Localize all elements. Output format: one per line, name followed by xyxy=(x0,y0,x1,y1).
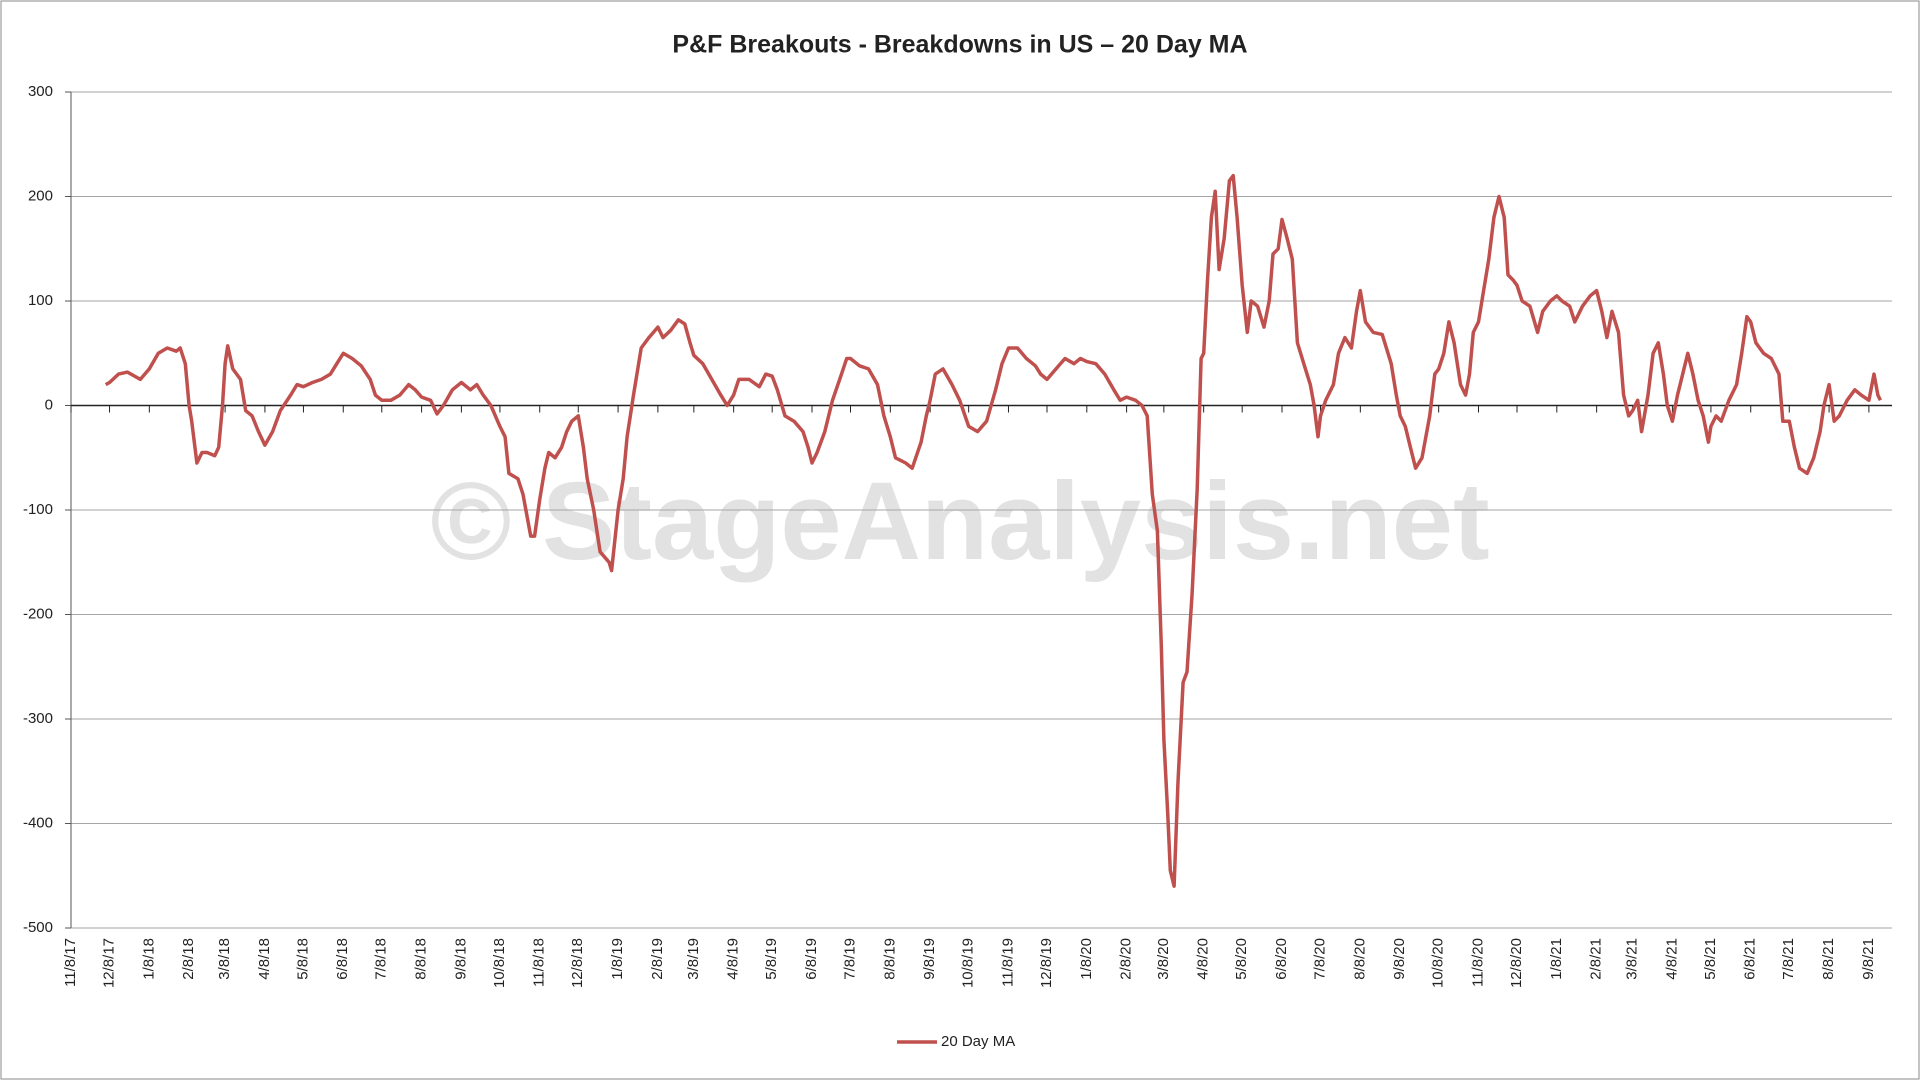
x-tick-label: 12/8/20 xyxy=(1508,938,1525,988)
legend-label: 20 Day MA xyxy=(941,1033,1015,1050)
x-tick-label: 2/8/20 xyxy=(1118,938,1135,980)
x-tick-label: 9/8/20 xyxy=(1391,938,1408,980)
y-tick-label: -200 xyxy=(23,605,53,622)
x-tick-label: 7/8/19 xyxy=(841,938,858,980)
x-tick-label: 9/8/18 xyxy=(452,938,469,980)
x-tick-label: 1/8/19 xyxy=(609,938,626,980)
x-tick-label: 2/8/18 xyxy=(180,938,197,980)
x-tick-label: 5/8/18 xyxy=(294,938,311,980)
x-tick-label: 6/8/19 xyxy=(803,938,820,980)
y-tick-label: -500 xyxy=(23,919,53,936)
x-tick-label: 11/8/17 xyxy=(62,938,79,987)
x-tick-label: 11/8/19 xyxy=(999,938,1016,987)
x-tick-label: 3/8/21 xyxy=(1624,938,1641,980)
chart-title: P&F Breakouts - Breakdowns in US – 20 Da… xyxy=(672,31,1247,59)
x-tick-label: 4/8/21 xyxy=(1663,938,1680,980)
y-tick-label: 200 xyxy=(28,187,53,204)
x-tick-label: 6/8/18 xyxy=(334,938,351,980)
y-tick-label: -100 xyxy=(23,501,53,518)
x-tick-label: 1/8/20 xyxy=(1078,938,1095,980)
x-tick-label: 2/8/19 xyxy=(649,938,666,980)
x-tick-label: 3/8/20 xyxy=(1155,938,1172,980)
x-tick-label: 7/8/20 xyxy=(1311,938,1328,980)
x-tick-label: 3/8/19 xyxy=(685,938,702,980)
x-tick-label: 9/8/19 xyxy=(921,938,938,980)
x-tick-label: 8/8/20 xyxy=(1351,938,1368,980)
x-tick-label: 12/8/17 xyxy=(100,938,117,988)
x-tick-label: 2/8/21 xyxy=(1588,938,1605,980)
x-tick-label: 9/8/21 xyxy=(1860,938,1877,980)
y-tick-label: -300 xyxy=(23,710,53,727)
x-tick-label: 12/8/18 xyxy=(569,938,586,988)
x-tick-label: 7/8/21 xyxy=(1780,938,1797,980)
data-line xyxy=(104,173,1882,888)
x-tick-label: 4/8/18 xyxy=(256,938,273,980)
x-tick-label: 7/8/18 xyxy=(373,938,390,980)
x-tick-label: 8/8/21 xyxy=(1820,938,1837,980)
x-tick-label: 8/8/18 xyxy=(413,938,430,980)
y-tick-label: 0 xyxy=(45,396,53,413)
x-tick-label: 4/8/20 xyxy=(1195,938,1212,980)
x-tick-label: 11/8/20 xyxy=(1469,938,1486,987)
x-tick-label: 10/8/18 xyxy=(491,938,508,988)
y-tick-label: 100 xyxy=(28,292,53,309)
x-tick-label: 6/8/20 xyxy=(1273,938,1290,980)
x-tick-label: 3/8/18 xyxy=(216,938,233,980)
watermark: © StageAnalysis.net xyxy=(430,460,1489,583)
x-tick-label: 12/8/19 xyxy=(1038,938,1055,988)
x-tick-label: 1/8/18 xyxy=(140,938,157,980)
x-tick-label: 11/8/18 xyxy=(531,938,548,987)
y-tick-label: 300 xyxy=(28,83,53,100)
x-tick-label: 6/8/21 xyxy=(1742,938,1759,980)
x-tick-label: 5/8/21 xyxy=(1702,938,1719,980)
x-tick-label: 10/8/20 xyxy=(1430,938,1447,988)
x-tick-label: 4/8/19 xyxy=(725,938,742,980)
x-tick-label: 8/8/19 xyxy=(881,938,898,980)
x-tick-label: 5/8/20 xyxy=(1233,938,1250,980)
x-tick-label: 1/8/21 xyxy=(1548,938,1565,980)
y-tick-label: -400 xyxy=(23,814,53,831)
x-tick-label: 10/8/19 xyxy=(960,938,977,988)
x-tick-label: 5/8/19 xyxy=(763,938,780,980)
